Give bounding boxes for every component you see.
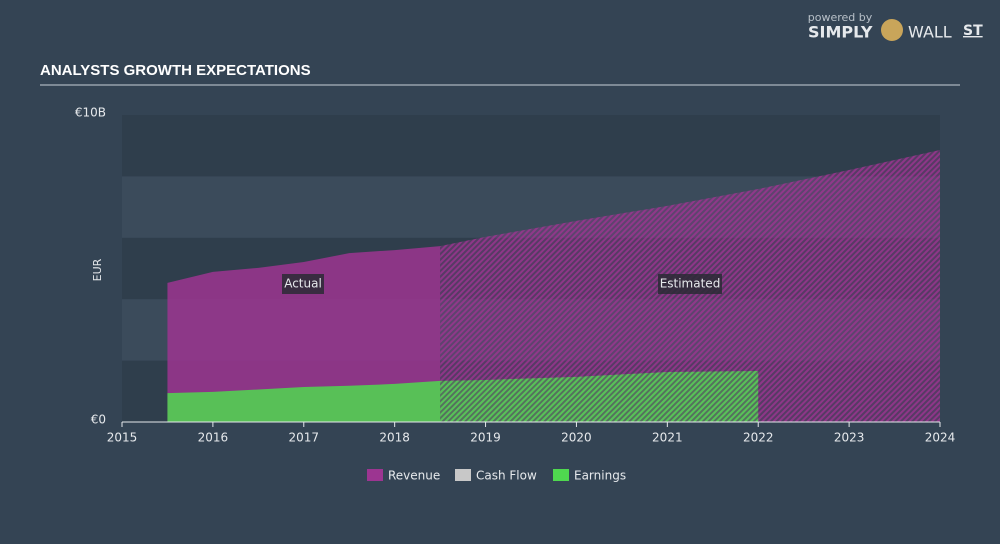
annotation: Actual [284, 277, 322, 291]
y-axis-label: EUR [91, 258, 104, 281]
brand-simply: SIMPLY [808, 23, 873, 42]
legend-label: Earnings [574, 469, 626, 483]
legend-label: Cash Flow [476, 469, 537, 483]
brand-st: ST [963, 23, 983, 39]
x-tick-label: 2019 [470, 431, 501, 445]
legend-label: Revenue [388, 469, 440, 483]
brand-logo [881, 19, 903, 41]
x-tick-label: 2015 [107, 431, 138, 445]
y-tick-label: €0 [91, 413, 106, 427]
legend-swatch [455, 469, 471, 481]
plot-band [122, 115, 940, 177]
area [167, 380, 441, 422]
chart-title: ANALYSTS GROWTH EXPECTATIONS [40, 62, 311, 79]
legend-swatch [367, 469, 383, 481]
x-tick-label: 2024 [925, 431, 956, 445]
annotation-bg [658, 274, 722, 294]
x-tick-label: 2020 [561, 431, 592, 445]
brand-wall: WALL [908, 23, 952, 42]
x-tick-label: 2021 [652, 431, 683, 445]
legend-swatch [553, 469, 569, 481]
x-tick-label: 2018 [379, 431, 410, 445]
x-tick-label: 2023 [834, 431, 865, 445]
x-tick-label: 2022 [743, 431, 774, 445]
x-tick-label: 2017 [289, 431, 320, 445]
powered-by: powered by [808, 11, 873, 24]
x-tick-label: 2016 [198, 431, 229, 445]
area-hatch [440, 371, 759, 422]
area [167, 246, 441, 422]
annotation: Estimated [660, 277, 721, 291]
annotation-bg [282, 274, 324, 294]
y-tick-label: €10B [75, 106, 106, 120]
